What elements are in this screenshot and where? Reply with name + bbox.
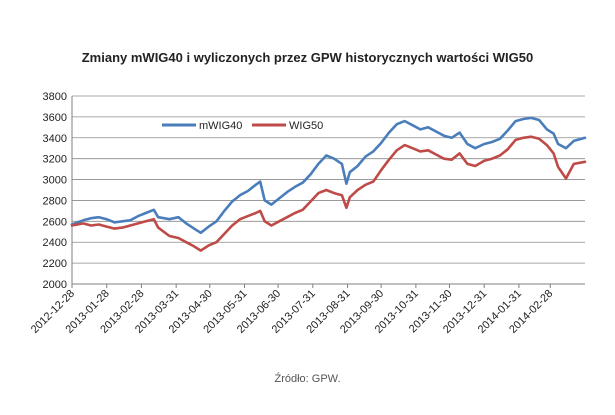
series-line-wig50 [70,135,587,252]
y-tick-label: 2200 [43,258,67,270]
y-tick-label: 2400 [43,237,67,249]
legend-label-mwig40: mWIG40 [199,120,242,132]
y-tick-label: 2000 [43,279,67,291]
y-tick-label: 3400 [43,133,67,145]
source-note: Źródło: GPW. [274,373,341,385]
chart-title: Zmiany mWIG40 i wyliczonych przez GPW hi… [81,50,534,65]
series-line-mwig40 [70,116,587,235]
y-tick-label: 2600 [43,216,67,228]
legend: mWIG40 WIG50 [162,120,323,132]
y-tick-label: 3000 [43,175,67,187]
y-tick-label: 3200 [43,154,67,166]
series-lines [70,116,587,252]
legend-label-wig50: WIG50 [289,120,323,132]
y-tick-label: 3800 [43,91,67,103]
y-tick-label: 2800 [43,195,67,207]
y-tick-label: 3600 [43,112,67,124]
